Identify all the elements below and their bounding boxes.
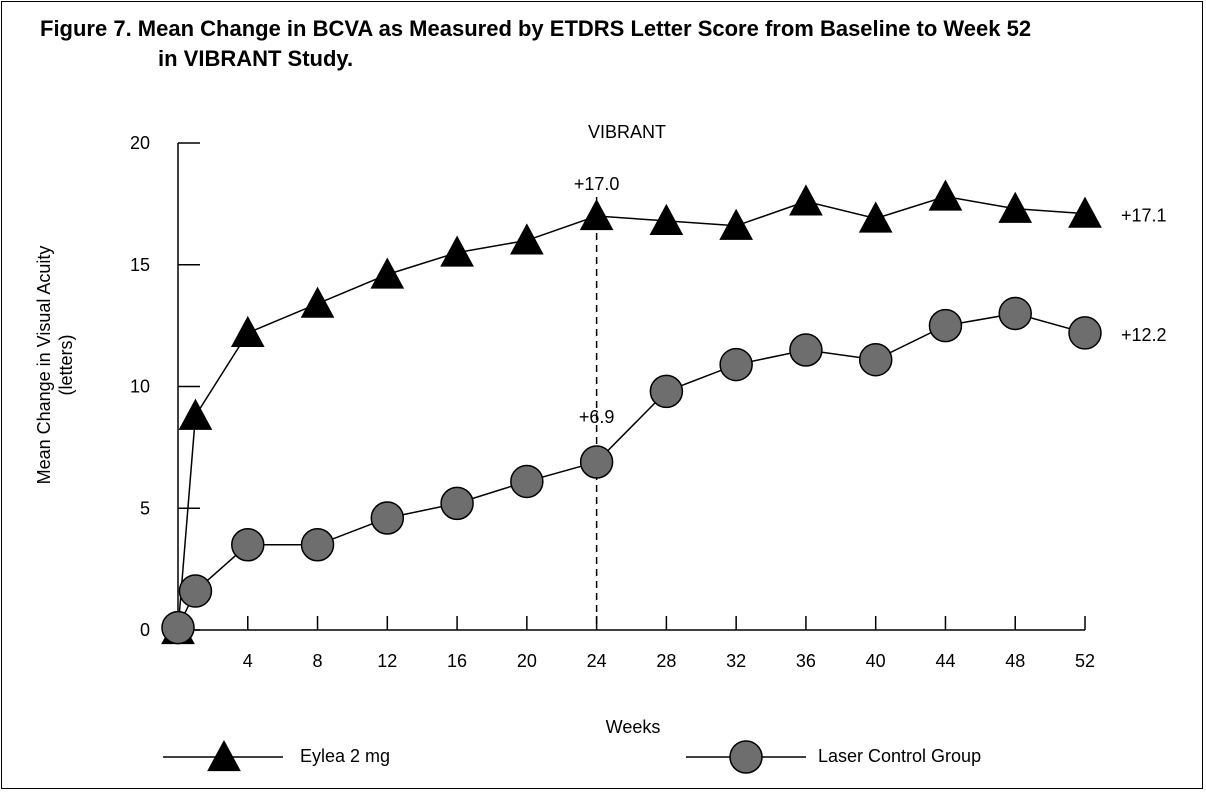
data-point-laser-control-group: [858, 342, 893, 377]
x-tick-label: 44: [935, 651, 955, 671]
data-point-laser-control-group: [719, 347, 753, 382]
data-point-eylea-2-mg: [370, 257, 405, 289]
series-eylea-2-mg: [161, 179, 1102, 645]
legend-label: Eylea 2 mg: [300, 746, 390, 766]
x-ticks: 4 8 12 16 20 24 28 32 36 40 44 48 52: [243, 616, 1095, 671]
data-point-laser-control-group: [178, 574, 213, 608]
figure-title-line1: Figure 7. Mean Change in BCVA as Measure…: [40, 16, 1032, 41]
data-point-laser-control-group: [579, 445, 614, 479]
y-tick-label: 15: [130, 255, 150, 275]
legend-item-eylea-2-mg: Eylea 2 mg: [163, 739, 390, 772]
legend-marker: [207, 739, 241, 772]
data-point-laser-control-group: [998, 296, 1032, 331]
y-tick-label: 5: [140, 498, 150, 518]
series-laser-control-group: [161, 296, 1102, 645]
data-point-eylea-2-mg: [789, 184, 823, 216]
data-point-laser-control-group: [370, 501, 405, 535]
data-point-eylea-2-mg: [300, 286, 335, 318]
value-annotation: +12.2: [1121, 325, 1167, 345]
legend: Eylea 2 mg Laser Control Group: [163, 739, 981, 774]
x-tick-label: 28: [656, 651, 676, 671]
data-point-eylea-2-mg: [928, 179, 963, 211]
data-point-eylea-2-mg: [230, 315, 265, 348]
x-tick-label: 36: [796, 651, 816, 671]
annotations: +17.0 +6.9 +17.1 +12.2: [574, 174, 1167, 427]
y-axis-label-unit: (letters): [56, 334, 76, 395]
y-axis-label: Mean Change in Visual Acuity: [34, 246, 54, 485]
x-tick-label: 8: [313, 651, 323, 671]
data-point-laser-control-group: [649, 374, 684, 409]
data-point-eylea-2-mg: [440, 235, 474, 267]
x-tick-label: 32: [726, 651, 746, 671]
data-point-eylea-2-mg: [998, 191, 1033, 223]
value-annotation: +17.0: [574, 174, 620, 194]
data-point-eylea-2-mg: [649, 203, 684, 236]
legend-label: Laser Control Group: [818, 746, 981, 766]
data-point-eylea-2-mg: [579, 198, 614, 231]
figure-title: Figure 7. Mean Change in BCVA as Measure…: [40, 14, 1031, 74]
y-tick-label: 20: [130, 133, 150, 153]
data-point-eylea-2-mg: [1068, 196, 1102, 228]
value-annotation: +17.1: [1121, 206, 1167, 226]
x-tick-label: 52: [1075, 651, 1095, 671]
data-point-laser-control-group: [231, 528, 265, 562]
y-tick-label: 0: [140, 620, 150, 640]
legend-item-laser-control-group: Laser Control Group: [686, 740, 981, 774]
data-point-eylea-2-mg: [178, 398, 213, 430]
data-point-laser-control-group: [300, 528, 335, 562]
x-tick-label: 4: [243, 651, 253, 671]
value-annotation: +6.9: [579, 407, 615, 427]
data-point-laser-control-group: [928, 308, 963, 343]
data-point-laser-control-group: [510, 464, 544, 499]
x-tick-label: 24: [587, 651, 607, 671]
x-tick-label: 20: [517, 651, 537, 671]
data-point-eylea-2-mg: [858, 201, 893, 233]
data-point-laser-control-group: [440, 486, 474, 521]
data-point-eylea-2-mg: [510, 223, 544, 255]
x-tick-label: 40: [866, 651, 886, 671]
series-line-laser-control-group: [177, 312, 1086, 628]
x-axis-label: Weeks: [606, 717, 661, 737]
y-ticks: 0 5 10 15 20: [130, 133, 200, 640]
data-point-laser-control-group: [1068, 316, 1102, 350]
x-tick-label: 48: [1005, 651, 1025, 671]
figure-title-line2: in VIBRANT Study.: [158, 46, 354, 71]
x-tick-label: 12: [377, 651, 397, 671]
y-tick-label: 10: [130, 377, 150, 397]
x-tick-label: 16: [447, 651, 467, 671]
legend-marker: [729, 740, 763, 774]
chart-title: VIBRANT: [588, 122, 666, 142]
series-line-eylea-2-mg: [177, 195, 1086, 631]
series-layer: [161, 179, 1102, 645]
data-point-eylea-2-mg: [719, 208, 753, 240]
data-point-laser-control-group: [789, 333, 823, 367]
data-point-laser-control-group: [161, 610, 195, 645]
